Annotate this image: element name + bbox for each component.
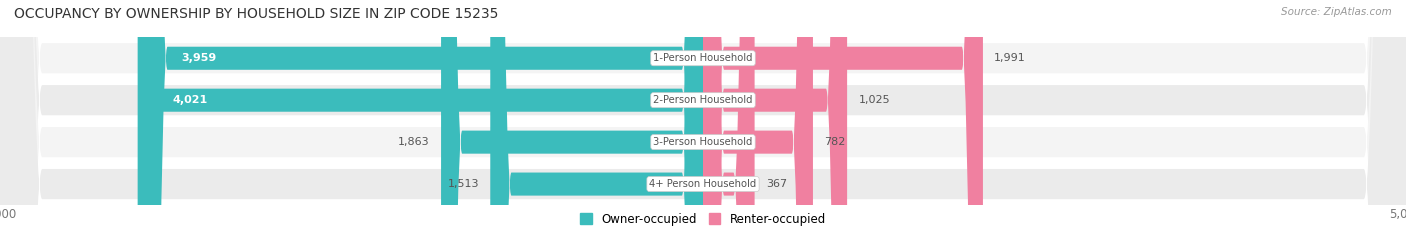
Text: 4+ Person Household: 4+ Person Household: [650, 179, 756, 189]
Text: 367: 367: [766, 179, 787, 189]
Text: 1-Person Household: 1-Person Household: [654, 53, 752, 63]
Text: 1,513: 1,513: [447, 179, 479, 189]
FancyBboxPatch shape: [703, 0, 813, 233]
Text: 782: 782: [824, 137, 845, 147]
Text: 1,863: 1,863: [398, 137, 430, 147]
FancyBboxPatch shape: [491, 0, 703, 233]
Text: 3-Person Household: 3-Person Household: [654, 137, 752, 147]
FancyBboxPatch shape: [703, 0, 983, 233]
Text: 3,959: 3,959: [181, 53, 217, 63]
Text: 2-Person Household: 2-Person Household: [654, 95, 752, 105]
FancyBboxPatch shape: [146, 0, 703, 233]
FancyBboxPatch shape: [703, 0, 846, 233]
FancyBboxPatch shape: [703, 0, 755, 233]
FancyBboxPatch shape: [138, 0, 703, 233]
Text: Source: ZipAtlas.com: Source: ZipAtlas.com: [1281, 7, 1392, 17]
Text: OCCUPANCY BY OWNERSHIP BY HOUSEHOLD SIZE IN ZIP CODE 15235: OCCUPANCY BY OWNERSHIP BY HOUSEHOLD SIZE…: [14, 7, 499, 21]
Text: 4,021: 4,021: [173, 95, 208, 105]
Text: 1,025: 1,025: [858, 95, 890, 105]
Text: 1,991: 1,991: [994, 53, 1026, 63]
Legend: Owner-occupied, Renter-occupied: Owner-occupied, Renter-occupied: [579, 212, 827, 226]
FancyBboxPatch shape: [441, 0, 703, 233]
